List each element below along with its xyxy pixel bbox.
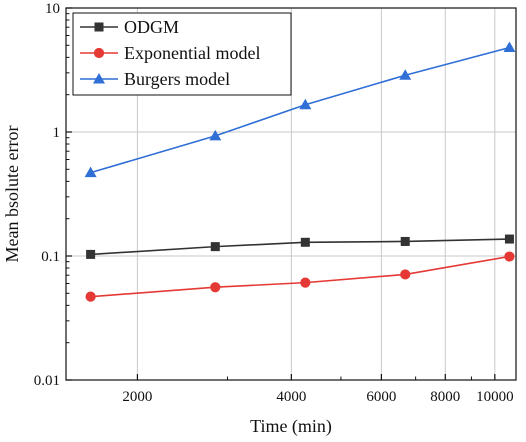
legend-box xyxy=(72,12,292,96)
data-point xyxy=(86,249,96,259)
legend: ODGM Exponential model Burgers model xyxy=(72,12,292,96)
y-tick-label: 10 xyxy=(45,1,60,17)
x-tick-label: 2000 xyxy=(122,389,152,405)
axis-ticks: 2000 4000 6000 8000 10000 0.01 0.1 1 10 xyxy=(34,1,514,405)
data-point xyxy=(300,237,310,247)
series-group xyxy=(84,41,516,302)
series-2 xyxy=(84,41,516,178)
y-tick-label: 0.01 xyxy=(34,373,60,389)
data-point xyxy=(210,242,220,252)
legend-marker xyxy=(93,47,105,59)
data-point xyxy=(503,41,516,53)
x-tick-label: 4000 xyxy=(276,389,306,405)
x-tick-label: 8000 xyxy=(430,389,460,405)
data-point xyxy=(300,277,311,288)
legend-label: ODGM xyxy=(124,17,179,37)
x-tick-label: 10000 xyxy=(476,389,514,405)
y-axis-label: Mean bsolute error xyxy=(2,126,22,263)
y-tick-label: 1 xyxy=(53,125,61,141)
series-0 xyxy=(86,234,514,259)
data-point xyxy=(504,234,514,244)
legend-label: Exponential model xyxy=(124,43,260,63)
y-tick-label: 0.1 xyxy=(41,249,60,265)
data-point xyxy=(85,291,96,302)
legend-marker xyxy=(94,22,104,32)
data-point xyxy=(209,129,222,141)
x-tick-label: 6000 xyxy=(366,389,396,405)
data-point xyxy=(399,69,412,80)
data-point xyxy=(210,282,221,293)
x-axis-label: Time (min) xyxy=(250,416,332,437)
data-point xyxy=(299,98,312,110)
data-point xyxy=(84,166,97,178)
data-point xyxy=(504,251,515,262)
legend-marker xyxy=(93,73,105,84)
legend-label: Burgers model xyxy=(124,69,230,89)
series-1 xyxy=(85,251,515,302)
data-point xyxy=(400,269,411,280)
data-point xyxy=(400,236,410,246)
